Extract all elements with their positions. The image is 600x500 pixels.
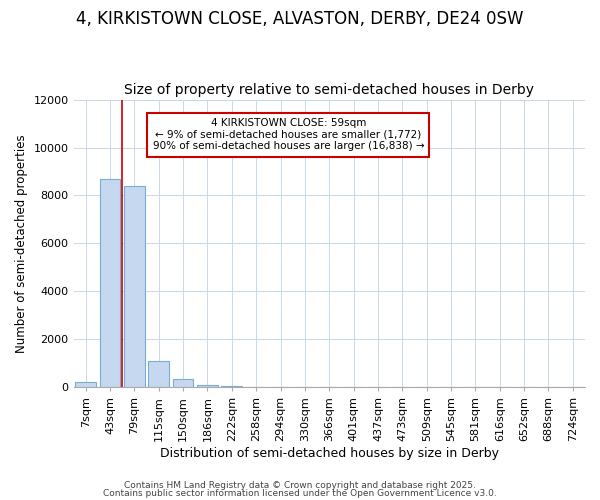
Bar [221,386,242,388]
Text: 4, KIRKISTOWN CLOSE, ALVASTON, DERBY, DE24 0SW: 4, KIRKISTOWN CLOSE, ALVASTON, DERBY, DE… [76,10,524,28]
Text: Contains HM Land Registry data © Crown copyright and database right 2025.: Contains HM Land Registry data © Crown c… [124,481,476,490]
Y-axis label: Number of semi-detached properties: Number of semi-detached properties [15,134,28,352]
Bar [197,385,218,388]
Bar [124,186,145,388]
Bar [100,178,121,388]
Bar [76,382,96,388]
Bar [173,379,193,388]
X-axis label: Distribution of semi-detached houses by size in Derby: Distribution of semi-detached houses by … [160,447,499,460]
Title: Size of property relative to semi-detached houses in Derby: Size of property relative to semi-detach… [124,83,534,97]
Text: Contains public sector information licensed under the Open Government Licence v3: Contains public sector information licen… [103,488,497,498]
Text: 4 KIRKISTOWN CLOSE: 59sqm
← 9% of semi-detached houses are smaller (1,772)
90% o: 4 KIRKISTOWN CLOSE: 59sqm ← 9% of semi-d… [152,118,424,152]
Bar [148,361,169,388]
